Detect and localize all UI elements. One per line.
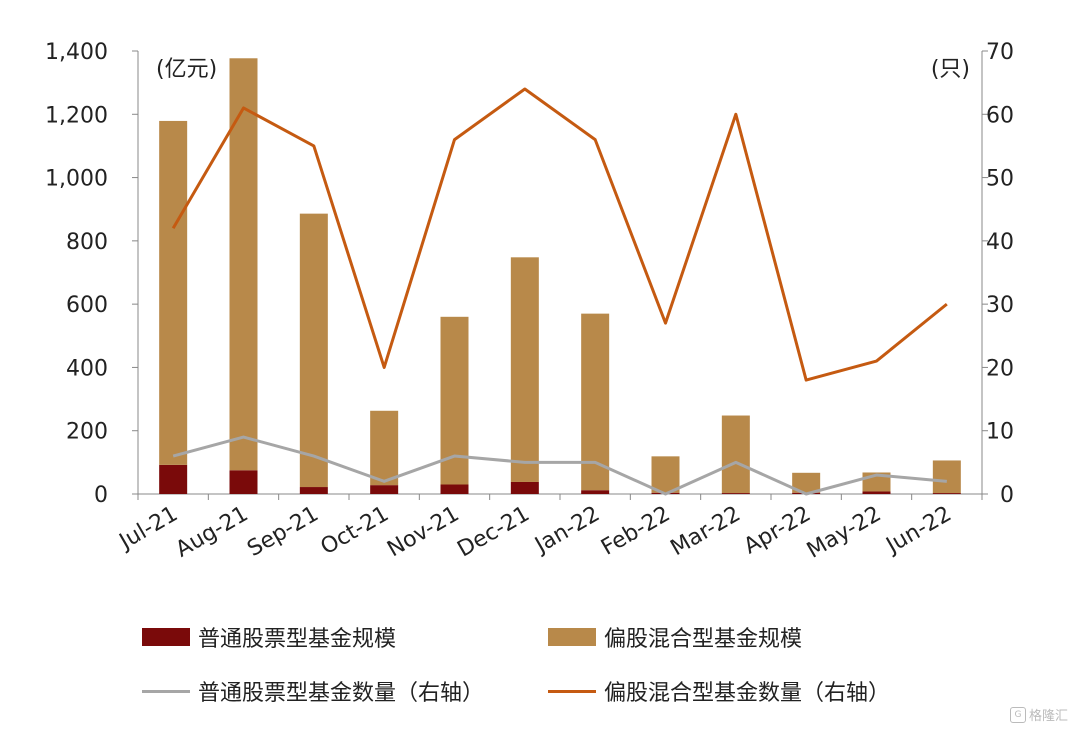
x-tick-label: Sep-21 [243,502,323,562]
right-tick-label: 30 [986,293,1014,318]
bar-stock-fund-size [440,484,469,494]
bar-hybrid-fund-size [581,313,610,491]
bar-stock-fund-size [159,464,188,494]
bar-hybrid-fund-size [370,410,399,486]
right-tick-label: 70 [986,40,1014,65]
left-tick-label: 400 [66,356,108,381]
bar-hybrid-fund-size [510,257,539,482]
bar-stock-fund-size [510,481,539,494]
bar-stock-fund-size [932,493,961,494]
right-axis-unit: (只) [931,57,970,82]
watermark-logo-icon: G [1009,706,1026,723]
x-tick-label: Jul-21 [114,502,182,556]
lines [171,87,948,496]
axes [132,50,988,500]
bar-hybrid-fund-size [792,472,821,493]
left-tick-label: 1,000 [45,167,108,192]
x-tick-label: Apr-22 [740,502,815,560]
bars [159,58,961,494]
bar-hybrid-fund-size [229,58,258,471]
bar-hybrid-fund-size [159,120,188,465]
right-tick-label: 40 [986,230,1014,255]
bar-hybrid-fund-size [932,460,961,494]
bar-stock-fund-size [229,470,258,494]
x-tick-label: Jun-22 [881,502,956,560]
left-tick-label: 600 [66,293,108,318]
bar-hybrid-fund-size [651,456,680,493]
left-axis-unit: (亿元) [156,57,217,82]
left-tick-label: 0 [94,483,108,508]
x-tick-label: Aug-21 [172,502,253,563]
x-tick-label: Dec-21 [453,502,533,563]
x-tick-label: Mar-22 [666,502,744,562]
bar-stock-fund-size [721,493,750,494]
right-tick-label: 50 [986,167,1014,192]
left-tick-label: 1,200 [45,103,108,128]
watermark: G 格隆汇 [1009,705,1068,724]
line-hybrid-fund-count [171,87,948,382]
bar-hybrid-fund-size [299,213,328,488]
left-tick-label: 800 [66,230,108,255]
x-tick-label: Jan-22 [529,502,604,560]
bar-stock-fund-size [581,490,610,494]
x-tick-label: May-22 [803,502,886,564]
x-tick-label: Oct-21 [317,502,394,561]
x-tick-label: Nov-21 [383,502,463,563]
right-tick-label: 10 [986,420,1014,445]
watermark-text: 格隆汇 [1028,709,1068,724]
bar-stock-fund-size [862,491,891,494]
line-stock-fund-count [172,435,947,496]
x-tick-label: Feb-22 [597,502,674,561]
right-tick-label: 60 [986,103,1014,128]
right-tick-label: 20 [986,356,1014,381]
left-tick-label: 1,400 [45,40,108,65]
bar-stock-fund-size [370,485,399,494]
bar-stock-fund-size [299,487,328,494]
right-tick-label: 0 [1000,483,1014,508]
left-tick-label: 200 [66,420,108,445]
bar-hybrid-fund-size [721,415,750,494]
